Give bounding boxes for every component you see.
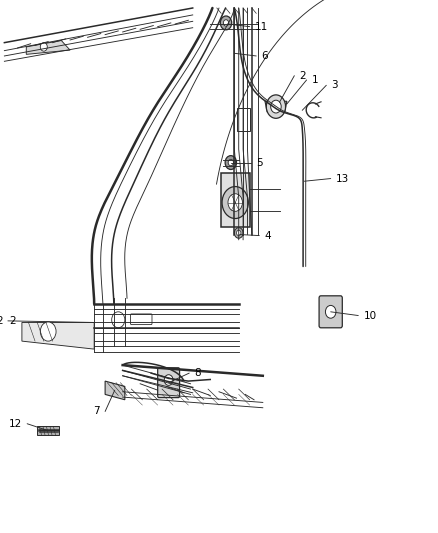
Text: 2: 2 bbox=[0, 316, 3, 326]
Circle shape bbox=[228, 193, 243, 212]
Circle shape bbox=[271, 100, 281, 113]
Polygon shape bbox=[22, 322, 94, 349]
Text: 2: 2 bbox=[10, 316, 16, 326]
Text: 8: 8 bbox=[194, 368, 201, 378]
Text: 11: 11 bbox=[255, 22, 268, 31]
Text: 7: 7 bbox=[93, 407, 100, 416]
Circle shape bbox=[222, 187, 248, 219]
Bar bbox=[237, 108, 250, 131]
Circle shape bbox=[266, 95, 286, 118]
Text: 2: 2 bbox=[300, 71, 306, 80]
Text: 6: 6 bbox=[261, 51, 268, 61]
Circle shape bbox=[234, 228, 243, 238]
Text: 5: 5 bbox=[256, 158, 262, 167]
Circle shape bbox=[220, 16, 232, 30]
Circle shape bbox=[228, 159, 233, 166]
FancyBboxPatch shape bbox=[158, 368, 180, 398]
Polygon shape bbox=[105, 381, 125, 400]
Circle shape bbox=[225, 156, 237, 169]
Text: 10: 10 bbox=[364, 311, 377, 320]
Circle shape bbox=[40, 322, 56, 341]
Text: 13: 13 bbox=[336, 174, 349, 183]
Text: 12: 12 bbox=[9, 419, 22, 429]
Polygon shape bbox=[26, 41, 70, 54]
Polygon shape bbox=[265, 101, 287, 112]
Circle shape bbox=[237, 230, 241, 236]
Text: 3: 3 bbox=[332, 80, 338, 90]
Circle shape bbox=[112, 312, 125, 328]
Circle shape bbox=[223, 20, 229, 26]
FancyBboxPatch shape bbox=[221, 173, 250, 227]
Text: 1: 1 bbox=[312, 75, 318, 85]
Circle shape bbox=[40, 43, 47, 51]
Polygon shape bbox=[37, 426, 59, 435]
Text: 4: 4 bbox=[265, 231, 271, 240]
FancyBboxPatch shape bbox=[131, 314, 152, 325]
FancyBboxPatch shape bbox=[319, 296, 343, 328]
Circle shape bbox=[164, 375, 173, 385]
Circle shape bbox=[325, 305, 336, 318]
